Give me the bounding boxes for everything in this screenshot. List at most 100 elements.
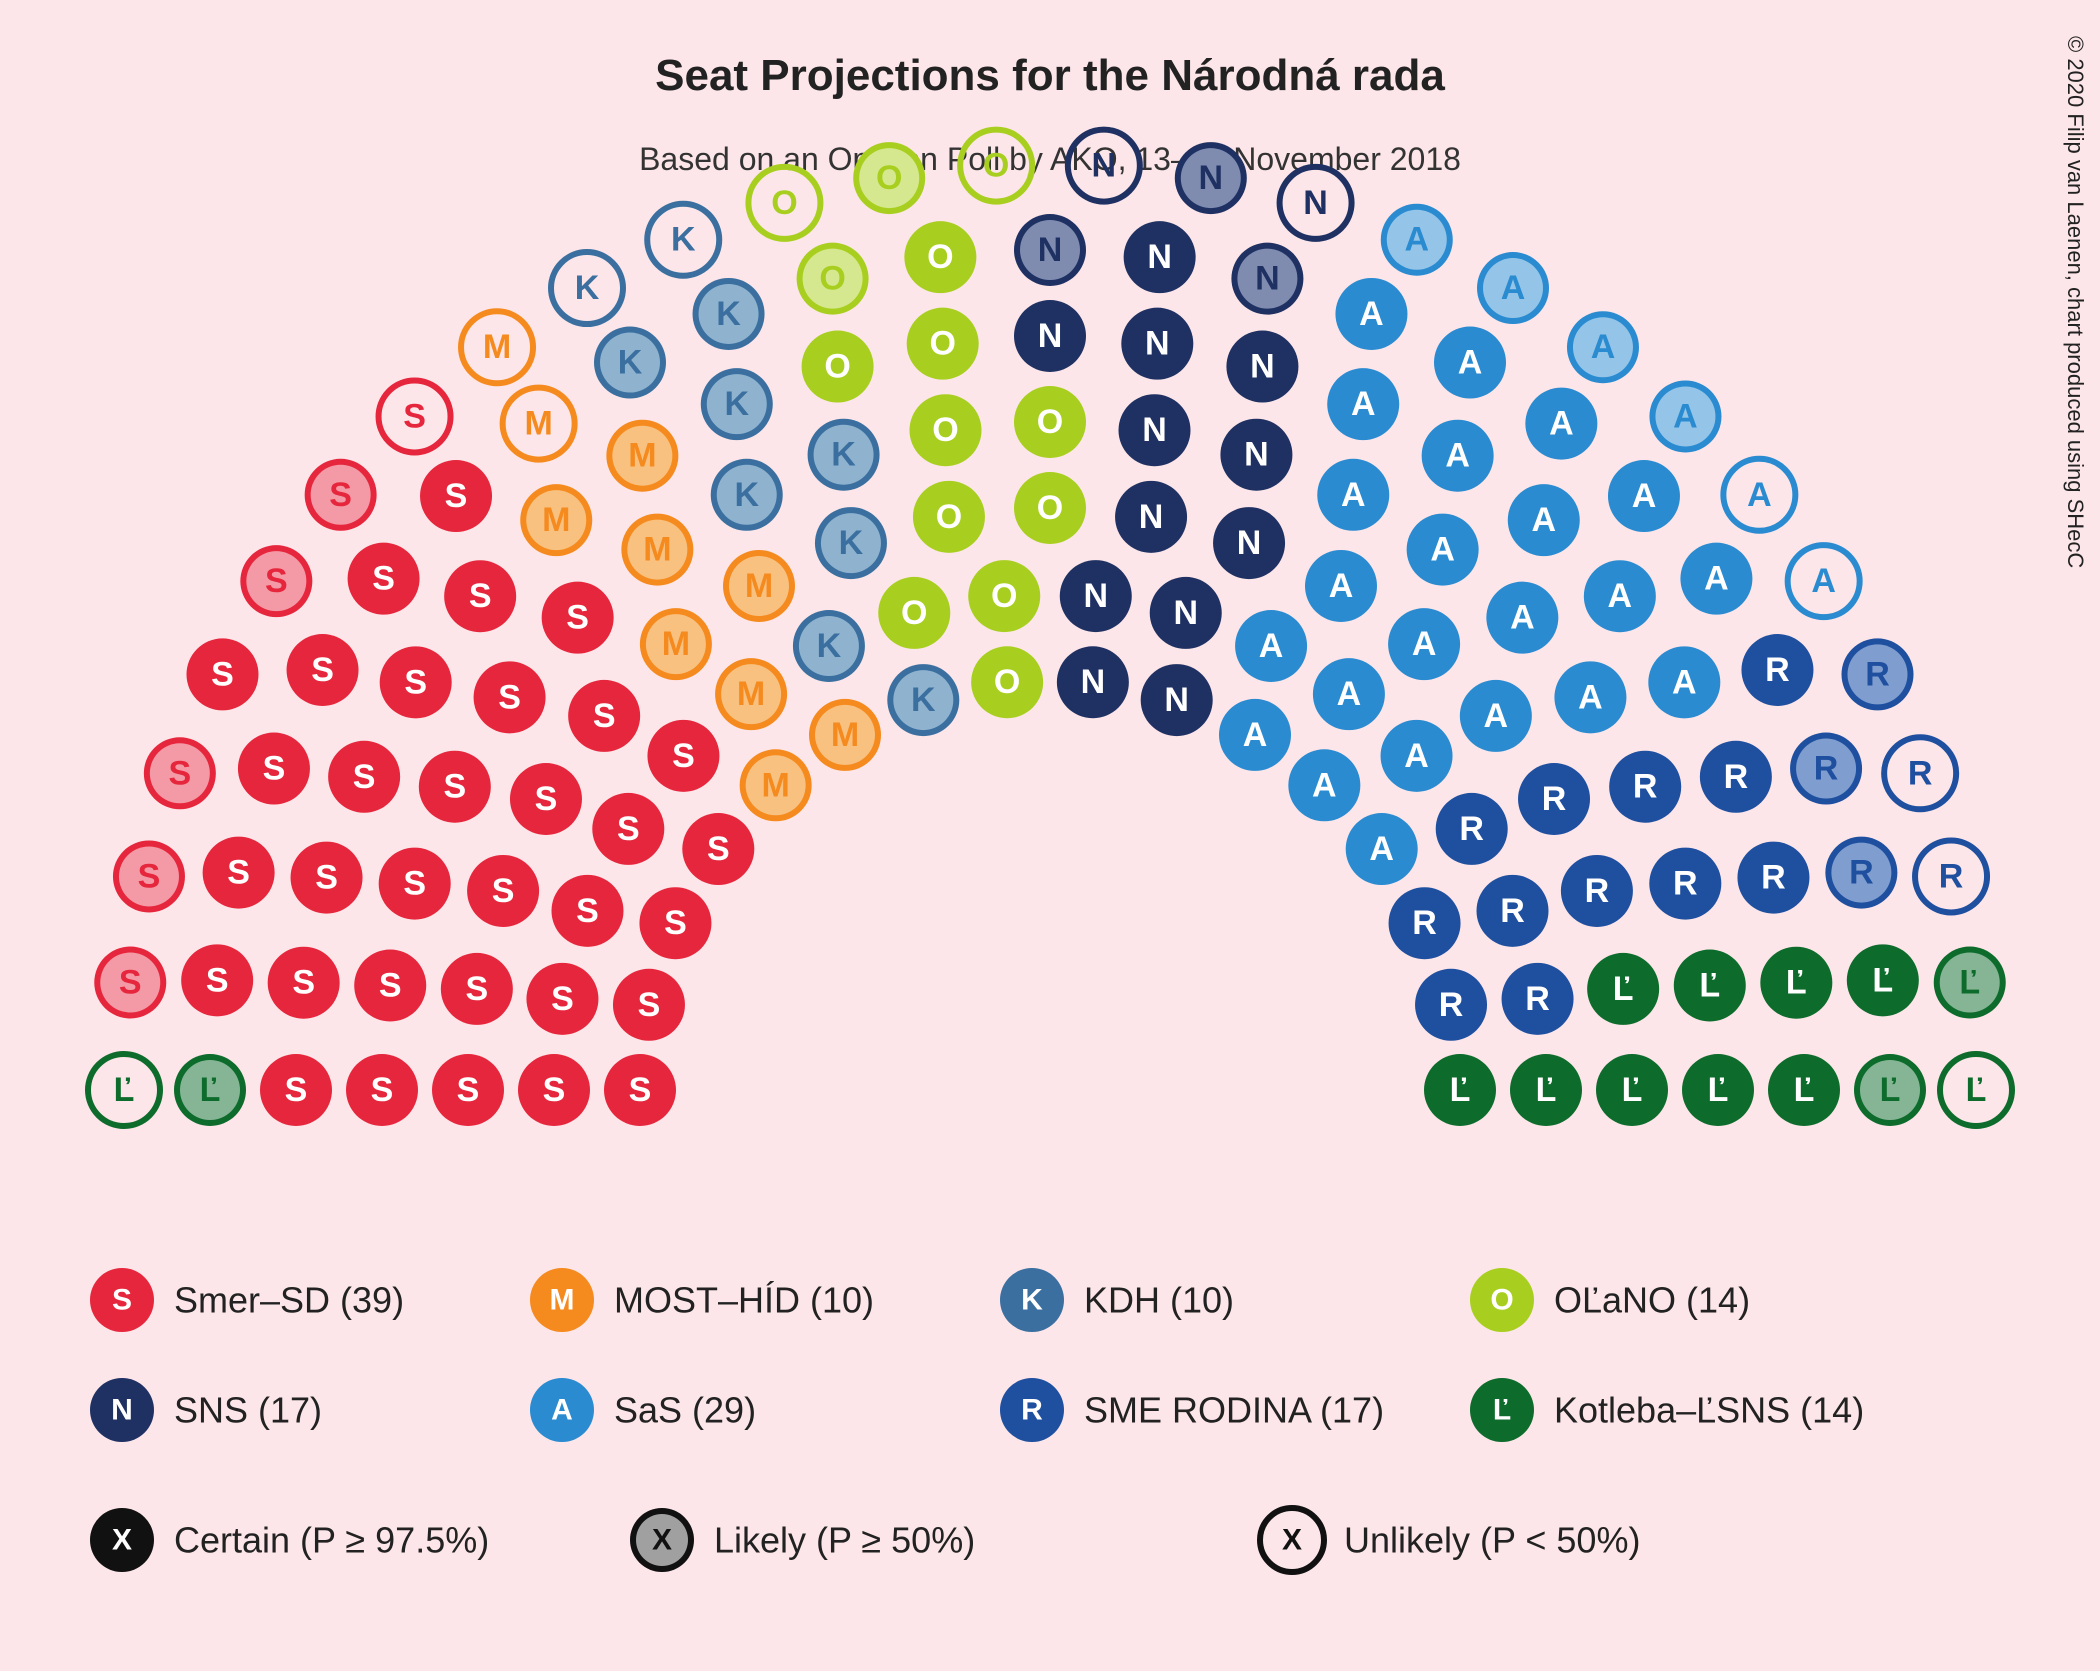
seat-K-2: K (815, 507, 887, 579)
seat-O-1: O (878, 577, 950, 649)
seat-S-37: S (305, 459, 377, 531)
svg-text:N: N (1038, 317, 1063, 355)
seat-A-11: A (1486, 582, 1558, 654)
seat-A-3: A (1235, 610, 1307, 682)
svg-text:A: A (1369, 830, 1394, 868)
seat-S-15: S (354, 950, 426, 1022)
svg-text:A: A (1673, 397, 1698, 435)
svg-text:A: A (1337, 675, 1362, 713)
svg-text:S: S (576, 892, 599, 930)
svg-text:S: S (211, 655, 234, 693)
legend-label-N: SNS (17) (174, 1390, 322, 1431)
seat-A-9: A (1317, 459, 1389, 531)
seat-M-2: M (715, 658, 787, 730)
svg-text:K: K (671, 221, 696, 259)
seat-A-23: A (1381, 204, 1453, 276)
seat-S-6: S (551, 875, 623, 947)
svg-text:M: M (483, 328, 511, 366)
seat-R-14: R (1842, 638, 1914, 710)
seat-M-4: M (723, 550, 795, 622)
svg-text:S: S (457, 1071, 480, 1109)
svg-text:O: O (1037, 403, 1063, 441)
seat-R-3: R (1477, 875, 1549, 947)
seat-O-2: O (968, 560, 1040, 632)
svg-text:M: M (643, 531, 671, 569)
svg-text:A: A (1549, 405, 1574, 443)
svg-text:S: S (498, 678, 521, 716)
svg-text:X: X (652, 1524, 672, 1557)
seat-S-33: S (113, 840, 185, 912)
svg-text:S: S (315, 859, 338, 897)
svg-text:S: S (535, 780, 558, 818)
seat-S-25: S (444, 560, 516, 632)
seat-M-3: M (640, 608, 712, 680)
svg-text:M: M (628, 437, 656, 475)
seat-L-9: Ľ (1847, 944, 1919, 1016)
seat-O-8: O (907, 308, 979, 380)
svg-text:S: S (469, 577, 492, 615)
seat-L-10: Ľ (1854, 1054, 1926, 1126)
svg-text:Ľ: Ľ (114, 1071, 135, 1109)
seat-S-16: S (379, 848, 451, 920)
svg-text:A: A (1351, 385, 1376, 423)
svg-text:O: O (824, 348, 850, 386)
seat-N-10: N (1226, 331, 1298, 403)
seat-N-8: N (1014, 300, 1086, 372)
seat-S-10: S (441, 953, 513, 1025)
svg-text:X: X (1282, 1524, 1302, 1557)
seat-L-6: Ľ (1760, 947, 1832, 1019)
svg-text:S: S (206, 961, 229, 999)
seat-A-1: A (1288, 749, 1360, 821)
svg-text:R: R (1761, 859, 1786, 897)
svg-text:K: K (831, 436, 856, 474)
svg-text:N: N (1250, 348, 1275, 386)
svg-text:S: S (353, 758, 376, 796)
seat-S-21: S (268, 947, 340, 1019)
seat-L-3: Ľ (1596, 1054, 1668, 1126)
svg-text:N: N (1147, 238, 1172, 276)
seat-A-17: A (1648, 646, 1720, 718)
svg-text:S: S (566, 599, 589, 637)
svg-text:S: S (664, 904, 687, 942)
seat-A-0: A (1219, 699, 1291, 771)
svg-text:S: S (593, 697, 616, 735)
svg-text:S: S (707, 830, 730, 868)
seat-A-6: A (1305, 550, 1377, 622)
seat-S-2: S (639, 887, 711, 959)
svg-text:A: A (1445, 437, 1470, 475)
seat-S-0: S (604, 1054, 676, 1126)
svg-text:A: A (1632, 477, 1657, 515)
svg-text:K: K (724, 385, 749, 423)
seat-O-5: O (910, 394, 982, 466)
seat-L-7: Ľ (1768, 1054, 1840, 1126)
svg-text:O: O (771, 184, 797, 222)
svg-text:A: A (1484, 697, 1509, 735)
svg-text:N: N (1038, 231, 1063, 269)
seat-R-13: R (1825, 837, 1897, 909)
svg-text:M: M (550, 1284, 575, 1317)
seat-R-8: R (1649, 848, 1721, 920)
svg-text:A: A (1811, 562, 1836, 600)
svg-text:A: A (1404, 737, 1429, 775)
seat-S-29: S (287, 634, 359, 706)
svg-text:N: N (1092, 147, 1117, 185)
seat-S-34: S (144, 737, 216, 809)
seat-S-4: S (518, 1054, 590, 1126)
seat-A-15: A (1508, 484, 1580, 556)
seat-S-31: S (420, 460, 492, 532)
svg-text:M: M (737, 675, 765, 713)
svg-text:S: S (329, 476, 352, 514)
seat-A-12: A (1554, 661, 1626, 733)
seat-A-10: A (1407, 514, 1479, 586)
seat-S-27: S (203, 837, 275, 909)
seat-O-3: O (913, 481, 985, 553)
svg-text:R: R (1459, 810, 1484, 848)
svg-text:S: S (371, 1071, 394, 1109)
svg-text:R: R (1021, 1394, 1043, 1427)
seat-L-5: Ľ (1682, 1054, 1754, 1126)
svg-text:R: R (1908, 754, 1933, 792)
seat-O-10: O (904, 221, 976, 293)
seat-S-23: S (328, 741, 400, 813)
seat-M-5: M (621, 514, 693, 586)
svg-text:O: O (1490, 1284, 1513, 1317)
